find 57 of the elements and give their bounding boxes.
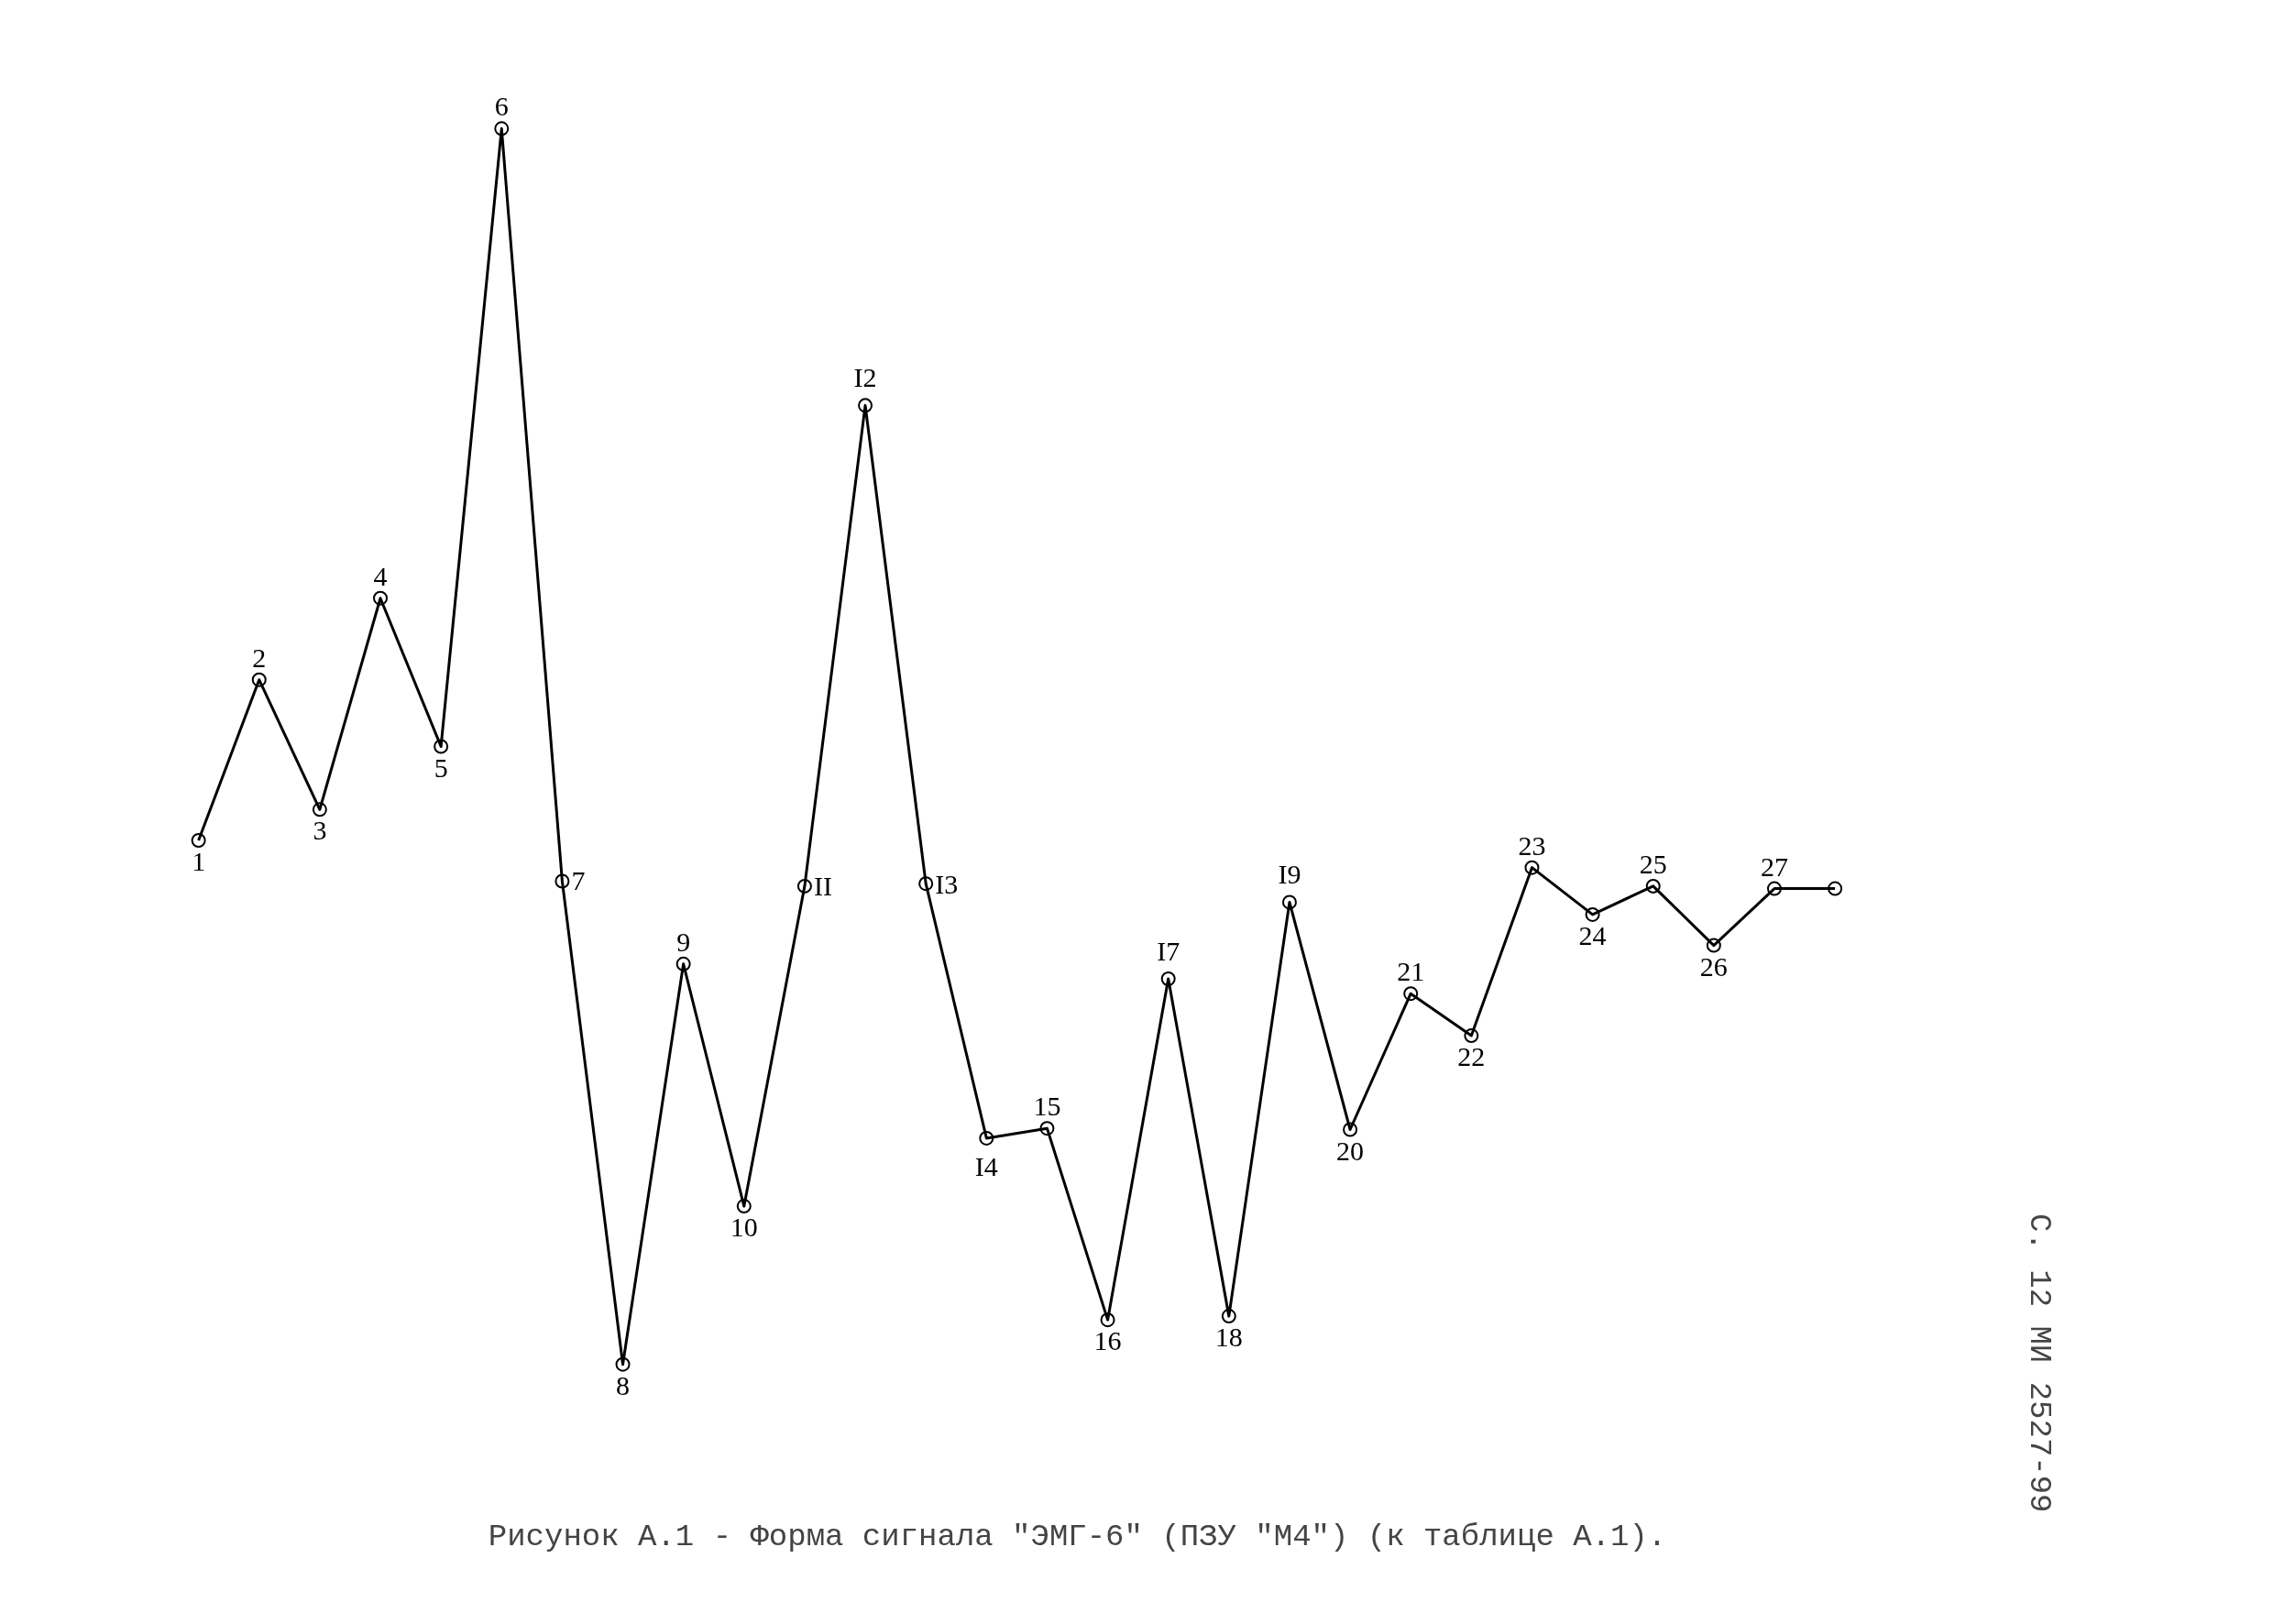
point: [1281, 894, 1297, 910]
text: С. 12 МИ 2527-99: [2021, 1213, 2057, 1513]
annotation: I3: [935, 868, 959, 899]
annotation: I9: [1278, 859, 1301, 890]
annotation: 22: [1457, 1041, 1486, 1072]
annotation: 5: [434, 752, 448, 783]
point: [1585, 906, 1600, 922]
point: [736, 1199, 752, 1214]
point: [979, 1130, 994, 1146]
annotation: 18: [1214, 1322, 1243, 1353]
point: [675, 956, 691, 971]
point: [1160, 971, 1176, 986]
text: Рисунок А.1 - Форма сигнала "ЭМГ-6" (ПЗУ "М4") (к таблице А.1).: [488, 1519, 1667, 1554]
annotation: 2: [252, 642, 267, 673]
point: [858, 398, 873, 413]
annotation: 1: [192, 845, 206, 876]
annotation: I7: [1157, 936, 1180, 967]
point: [312, 802, 327, 817]
annotation: 24: [1578, 919, 1607, 950]
annotation: 9: [676, 926, 691, 957]
point: [1403, 986, 1419, 1002]
point: [494, 121, 510, 137]
point: [434, 739, 449, 754]
annotation: 16: [1093, 1325, 1122, 1356]
annotation: II: [813, 871, 832, 902]
point: [555, 873, 570, 889]
point: [615, 1356, 631, 1372]
annotation: 26: [1699, 950, 1728, 982]
point: [1039, 1121, 1055, 1136]
annotation: I4: [974, 1150, 998, 1181]
annotation: 10: [730, 1212, 758, 1243]
point: [1828, 881, 1843, 896]
point: [1524, 860, 1540, 875]
point: [1464, 1028, 1479, 1044]
point: [918, 876, 934, 892]
point: [191, 833, 206, 848]
annotation: 25: [1639, 848, 1667, 879]
point: [1706, 938, 1721, 953]
point: [1766, 881, 1782, 896]
text: 6: [494, 91, 509, 122]
annotation: 3: [313, 815, 327, 846]
annotation: I2: [853, 362, 877, 393]
point: [1100, 1312, 1115, 1328]
annotation: 20: [1336, 1135, 1365, 1166]
point: [1221, 1309, 1236, 1324]
point: [251, 672, 267, 687]
text: 8: [616, 1369, 631, 1400]
annotation: 21: [1397, 956, 1425, 987]
point: [796, 878, 812, 894]
annotation: 27: [1760, 850, 1788, 882]
annotation: 4: [373, 560, 388, 591]
annotation: 7: [571, 864, 586, 895]
annotation: 15: [1033, 1091, 1061, 1122]
annotation: 23: [1518, 829, 1546, 861]
point: [373, 590, 389, 606]
point: [1645, 878, 1661, 894]
point: [1343, 1122, 1358, 1137]
